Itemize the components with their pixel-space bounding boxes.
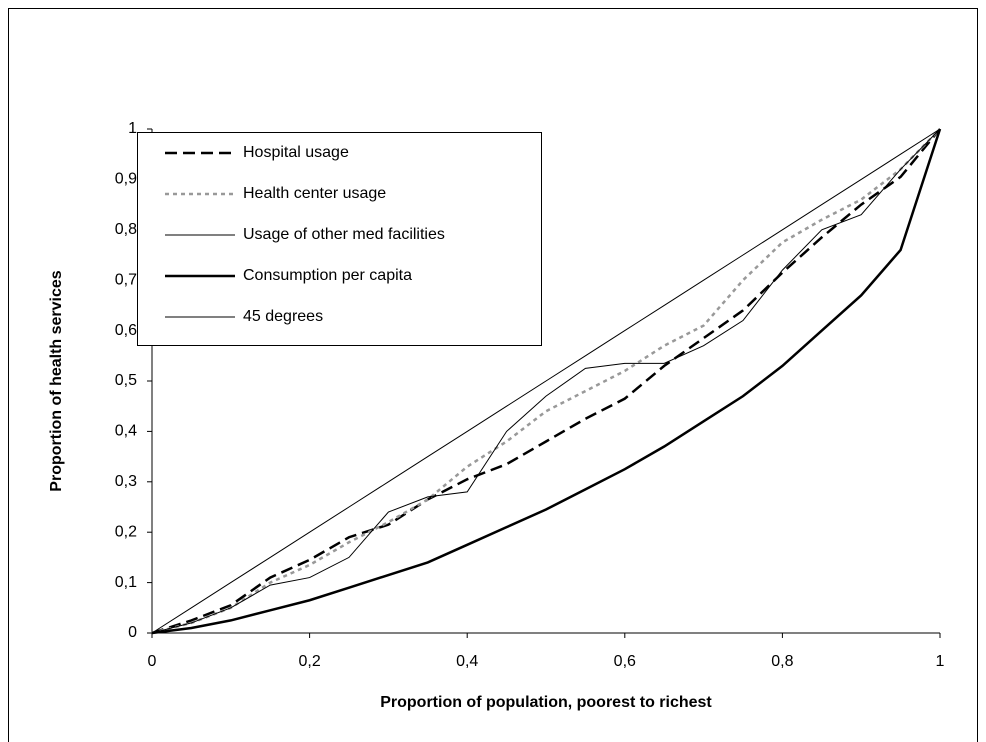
- legend-label: Hospital usage: [243, 144, 349, 161]
- x-tick-label: 1: [936, 653, 945, 670]
- y-tick-label: 0,2: [115, 523, 137, 540]
- series-line: [151, 128, 941, 635]
- y-tick-label: 0,8: [115, 221, 137, 238]
- legend-label: 45 degrees: [243, 308, 323, 325]
- x-tick-label: 0: [148, 653, 157, 670]
- x-tick-label: 0,2: [298, 653, 320, 670]
- y-tick-label: 0,3: [115, 473, 137, 490]
- x-tick-label: 0,6: [614, 653, 636, 670]
- y-axis-title: Proportion of health services: [48, 270, 65, 491]
- legend-label: Consumption per capita: [243, 267, 412, 284]
- y-tick-label: 0,4: [115, 423, 137, 440]
- legend-box: [137, 132, 542, 346]
- y-tick-label: 0,6: [115, 322, 137, 339]
- series-line: [151, 128, 941, 635]
- chart-border: [8, 8, 978, 742]
- legend-label: Health center usage: [243, 185, 386, 202]
- series-line: [151, 128, 941, 634]
- y-tick-label: 0,9: [115, 171, 137, 188]
- legend-label: Usage of other med facilities: [243, 226, 445, 243]
- series-line: [151, 128, 941, 634]
- y-tick-label: 0,1: [115, 574, 137, 591]
- x-tick-label: 0,4: [456, 653, 478, 670]
- x-tick-label: 0,8: [771, 653, 793, 670]
- y-tick-label: 1: [128, 120, 137, 137]
- series-line: [151, 128, 942, 635]
- y-tick-label: 0,5: [115, 372, 137, 389]
- y-tick-label: 0: [128, 624, 137, 641]
- x-axis-title: Proportion of population, poorest to ric…: [380, 694, 712, 711]
- y-tick-label: 0,7: [115, 271, 137, 288]
